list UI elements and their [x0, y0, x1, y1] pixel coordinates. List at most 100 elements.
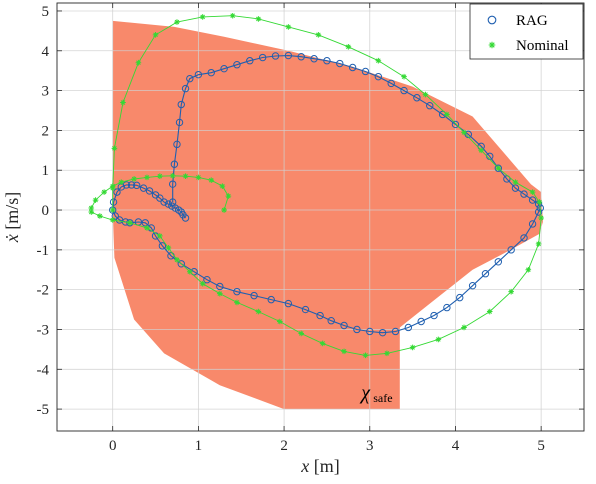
point-rag: [297, 53, 305, 61]
point-nominal: [169, 172, 176, 179]
point-nominal: [401, 73, 407, 80]
y-axis-unit: [m/s]: [2, 192, 22, 235]
point-nominal: [276, 318, 283, 325]
point-rag: [301, 305, 310, 314]
point-nominal: [97, 213, 103, 219]
point-nominal: [127, 219, 133, 226]
point-nominal: [525, 266, 532, 273]
point-rag: [164, 200, 173, 208]
point-nominal: [435, 336, 442, 343]
point-rag: [426, 102, 434, 110]
axes-frame: [56, 2, 585, 432]
point-nominal: [199, 14, 206, 20]
point-nominal: [341, 348, 347, 355]
point-rag: [168, 180, 177, 188]
point-rag: [233, 287, 241, 296]
point-nominal: [187, 268, 193, 275]
x-tick-label: 3: [366, 438, 374, 454]
point-rag: [194, 70, 203, 79]
point-nominal: [508, 288, 514, 295]
point-rag: [378, 328, 387, 337]
point-rag: [220, 64, 228, 73]
legend-marker-rag: [487, 15, 497, 25]
point-rag: [404, 323, 413, 332]
point-rag: [177, 100, 185, 109]
point-nominal: [101, 189, 107, 195]
point-nominal: [255, 308, 262, 315]
point-nominal: [92, 197, 99, 203]
y-tick-label: -1: [37, 243, 50, 259]
point-nominal: [478, 147, 484, 154]
legend-marker-nominal: [488, 41, 496, 49]
point-rag: [361, 67, 370, 76]
point-rag: [127, 181, 136, 189]
point-nominal: [157, 233, 163, 239]
plot-area: 0 1 2 3 4 5 5 4 3 2 1 0 -1 -2 -3 -4 -5 x [m] ẋ [m/s] χ safe R…: [2, 2, 585, 476]
point-rag: [310, 55, 318, 63]
point-rag: [158, 242, 167, 250]
point-nominal: [422, 91, 429, 98]
point-nominal: [486, 308, 493, 315]
point-nominal: [195, 174, 202, 181]
y-tick-label: 0: [42, 203, 50, 219]
point-nominal: [234, 299, 240, 306]
safe-set-label-subscript: safe: [373, 391, 392, 405]
point-rag: [246, 57, 254, 65]
point-nominal: [219, 183, 226, 189]
point-rag: [216, 282, 224, 291]
point-rag: [340, 321, 348, 330]
point-nominal: [165, 245, 172, 251]
point-rag: [132, 181, 141, 190]
point-nominal: [109, 217, 116, 223]
point-rag: [186, 74, 194, 83]
point-rag: [464, 130, 473, 139]
point-nominal: [174, 19, 180, 25]
point-nominal: [345, 43, 352, 50]
x-tick-label: 4: [452, 438, 460, 454]
point-nominal: [362, 352, 369, 359]
x-tick-label: 1: [195, 438, 203, 454]
point-rag: [391, 327, 400, 336]
legend-label-rag: RAG: [516, 13, 548, 29]
point-nominal: [88, 205, 95, 211]
point-rag: [481, 270, 490, 278]
point-rag: [139, 184, 148, 192]
point-rag: [233, 61, 241, 69]
legend-label-nominal: Nominal: [516, 38, 569, 54]
point-nominal: [111, 145, 118, 152]
point-rag: [170, 160, 179, 168]
point-nominal: [120, 99, 126, 106]
point-rag: [258, 53, 267, 62]
point-rag: [284, 299, 293, 308]
point-rag: [207, 68, 215, 77]
point-nominal: [199, 280, 206, 287]
point-nominal: [298, 330, 305, 337]
point-rag: [494, 164, 503, 172]
point-rag: [160, 198, 168, 206]
point-nominal: [88, 209, 95, 215]
point-rag: [250, 291, 258, 300]
safe-set-label: χ: [359, 382, 371, 404]
point-rag: [534, 208, 543, 216]
y-tick-label: -2: [37, 283, 50, 299]
point-rag: [203, 276, 211, 284]
point-rag: [413, 94, 421, 102]
point-rag: [173, 140, 181, 149]
y-tick-label: 1: [42, 163, 50, 179]
point-nominal: [512, 179, 519, 185]
point-rag: [494, 258, 503, 266]
point-nominal: [409, 344, 416, 351]
point-nominal: [444, 111, 450, 118]
point-rag: [316, 311, 324, 320]
point-rag: [348, 63, 357, 72]
point-nominal: [529, 189, 536, 195]
legend-box: [469, 3, 584, 60]
point-nominal: [118, 179, 125, 185]
point-nominal: [221, 207, 227, 213]
point-rag: [145, 187, 154, 195]
point-rag: [271, 52, 280, 60]
point-nominal: [536, 199, 543, 205]
point-rag: [323, 57, 331, 65]
point-rag: [520, 190, 528, 198]
